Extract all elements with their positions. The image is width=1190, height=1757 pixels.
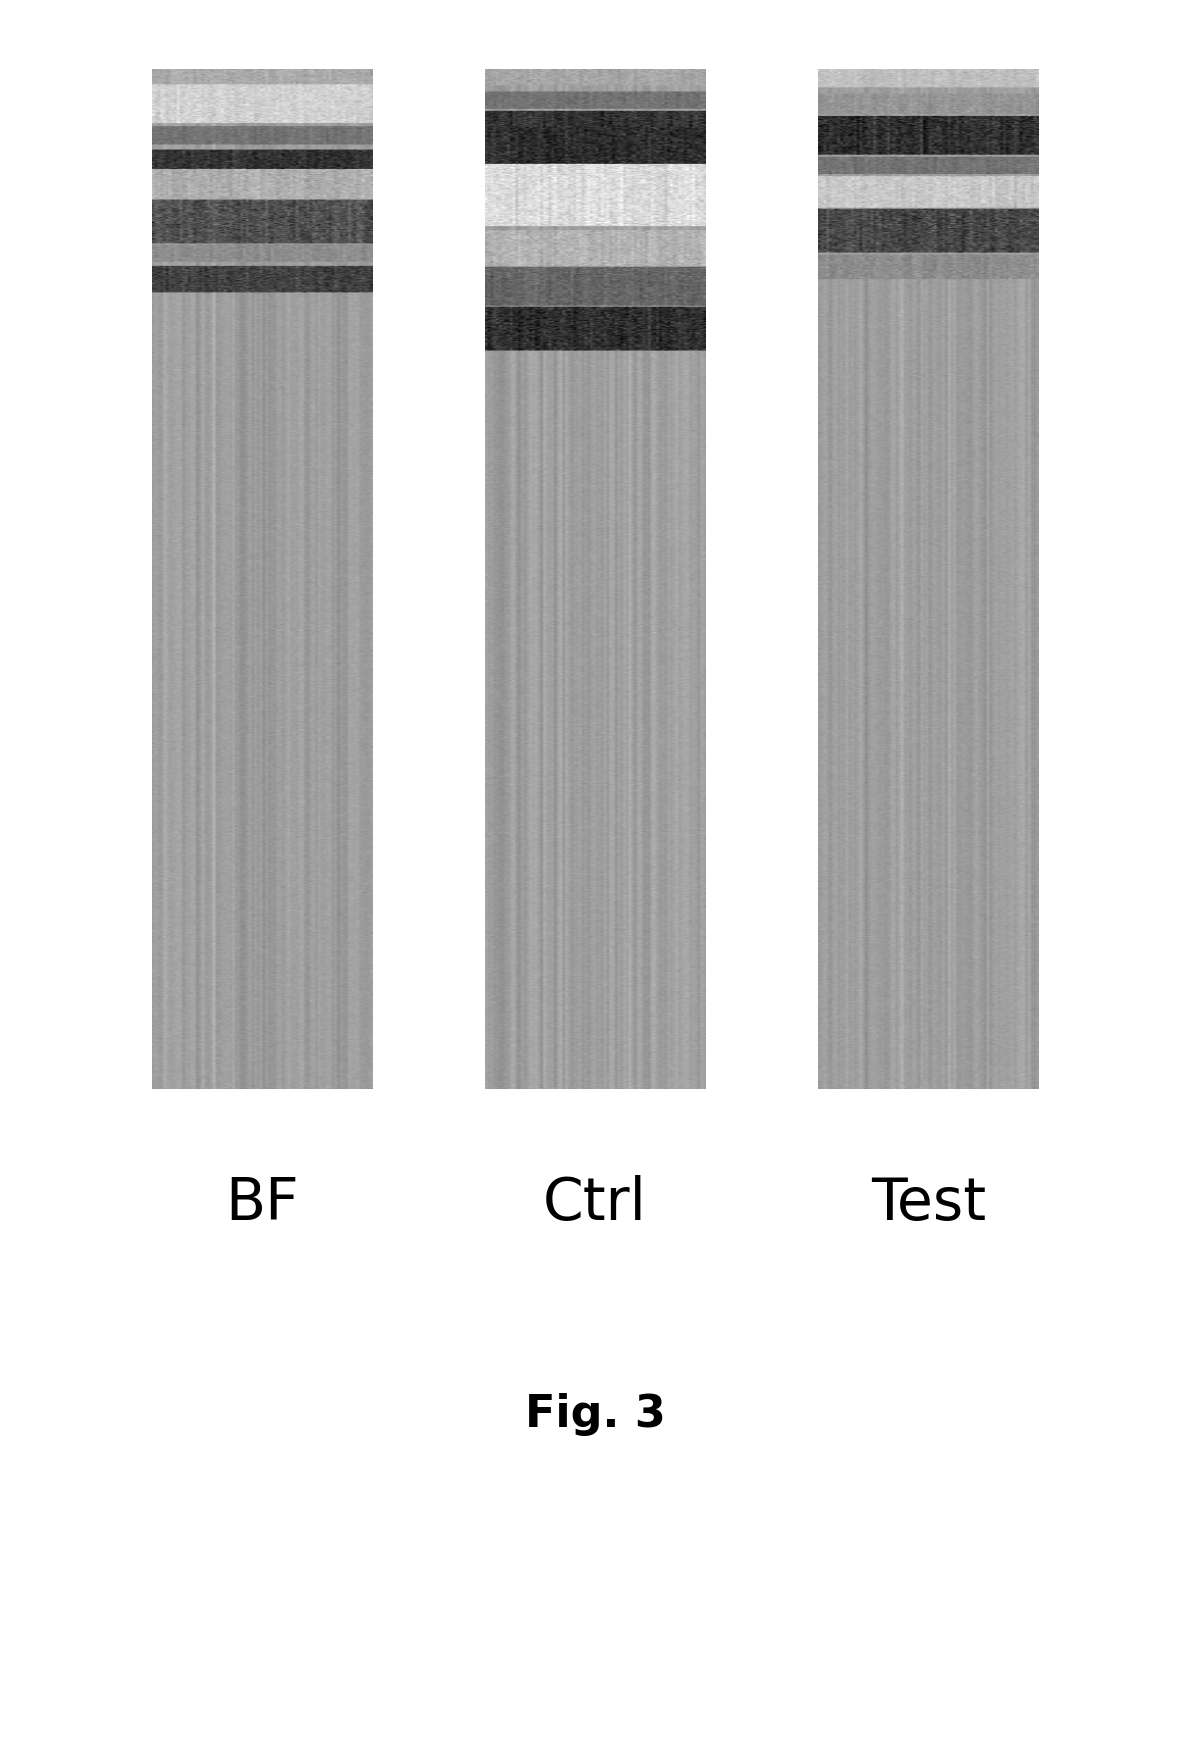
Text: Test: Test [871, 1175, 985, 1232]
Text: Ctrl: Ctrl [543, 1175, 647, 1232]
Text: BF: BF [225, 1175, 299, 1232]
Text: Fig. 3: Fig. 3 [525, 1393, 665, 1435]
